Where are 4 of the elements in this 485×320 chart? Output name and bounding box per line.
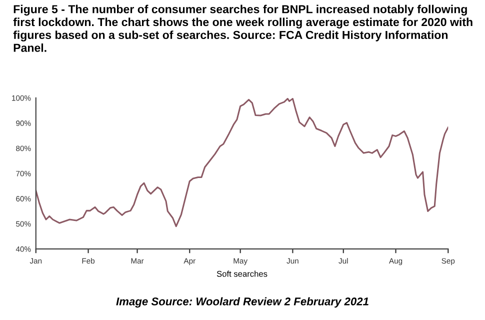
chart-title: Figure 5 - The number of consumer searches for BNPL increased notably following first lockdown. The chart shows the one week rolling average estimate for 2020 with figures based on a sub-set of searches. Source: FCA Credit History Information Panel. <box>13 4 472 52</box>
x-axis-title: Soft searches <box>216 270 268 277</box>
text: Image Source: Woolard Review 2 February 2021 <box>116 297 368 308</box>
line-series <box>36 98 448 228</box>
